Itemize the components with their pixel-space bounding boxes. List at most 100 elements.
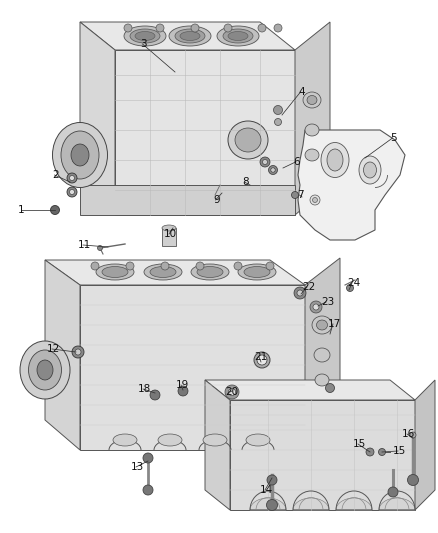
- Circle shape: [143, 485, 153, 495]
- Text: 3: 3: [140, 39, 147, 49]
- Circle shape: [310, 195, 320, 205]
- Circle shape: [75, 349, 81, 355]
- Text: 18: 18: [138, 384, 151, 394]
- Circle shape: [274, 24, 282, 32]
- Circle shape: [266, 499, 278, 511]
- Ellipse shape: [228, 121, 268, 159]
- Text: 2: 2: [52, 170, 59, 180]
- Ellipse shape: [364, 162, 377, 178]
- Ellipse shape: [203, 434, 227, 446]
- Polygon shape: [80, 22, 295, 50]
- Text: 13: 13: [131, 462, 144, 472]
- Ellipse shape: [130, 29, 160, 43]
- Polygon shape: [80, 22, 115, 215]
- Ellipse shape: [113, 434, 137, 446]
- Ellipse shape: [303, 92, 321, 108]
- Text: 11: 11: [78, 240, 91, 250]
- Text: 23: 23: [321, 297, 334, 307]
- Circle shape: [312, 198, 318, 203]
- Text: 12: 12: [47, 344, 60, 354]
- Circle shape: [275, 118, 282, 125]
- Ellipse shape: [244, 266, 270, 278]
- Circle shape: [266, 262, 274, 270]
- Ellipse shape: [238, 264, 276, 280]
- Ellipse shape: [169, 26, 211, 46]
- Ellipse shape: [228, 31, 248, 41]
- Circle shape: [257, 355, 267, 365]
- Polygon shape: [298, 130, 405, 240]
- Polygon shape: [45, 260, 305, 285]
- Polygon shape: [293, 498, 329, 510]
- Circle shape: [313, 304, 319, 310]
- Text: 15: 15: [393, 446, 406, 456]
- Circle shape: [225, 385, 239, 399]
- Ellipse shape: [102, 266, 128, 278]
- Circle shape: [268, 166, 278, 174]
- Circle shape: [70, 175, 74, 181]
- Circle shape: [229, 389, 236, 395]
- Circle shape: [325, 384, 335, 392]
- Ellipse shape: [37, 360, 53, 380]
- Text: 21: 21: [254, 352, 267, 362]
- Circle shape: [161, 262, 169, 270]
- Ellipse shape: [135, 31, 155, 41]
- Circle shape: [297, 290, 303, 296]
- Text: 5: 5: [390, 133, 397, 143]
- Ellipse shape: [144, 264, 182, 280]
- Circle shape: [72, 346, 84, 358]
- Ellipse shape: [61, 131, 99, 179]
- Circle shape: [262, 159, 268, 165]
- Text: 4: 4: [298, 87, 304, 97]
- Polygon shape: [80, 185, 295, 215]
- Ellipse shape: [314, 348, 330, 362]
- Ellipse shape: [191, 264, 229, 280]
- Circle shape: [150, 390, 160, 400]
- Circle shape: [260, 157, 270, 167]
- Ellipse shape: [217, 26, 259, 46]
- Circle shape: [294, 287, 306, 299]
- Circle shape: [258, 24, 266, 32]
- Circle shape: [346, 285, 353, 292]
- Text: 14: 14: [260, 485, 273, 495]
- Circle shape: [310, 301, 322, 313]
- Ellipse shape: [180, 31, 200, 41]
- Ellipse shape: [158, 434, 182, 446]
- Circle shape: [178, 386, 188, 396]
- Circle shape: [124, 24, 132, 32]
- Circle shape: [91, 262, 99, 270]
- Ellipse shape: [28, 350, 61, 390]
- Polygon shape: [305, 258, 340, 450]
- Polygon shape: [115, 50, 295, 215]
- Ellipse shape: [315, 374, 329, 386]
- Ellipse shape: [53, 123, 107, 188]
- Text: 19: 19: [176, 380, 189, 390]
- Polygon shape: [336, 498, 372, 510]
- Circle shape: [98, 246, 102, 251]
- Text: 15: 15: [353, 439, 366, 449]
- Ellipse shape: [307, 95, 317, 104]
- Text: 1: 1: [18, 205, 25, 215]
- Ellipse shape: [305, 124, 319, 136]
- Circle shape: [254, 352, 270, 368]
- Ellipse shape: [162, 225, 176, 231]
- Polygon shape: [45, 260, 80, 450]
- Text: 7: 7: [297, 190, 304, 200]
- Ellipse shape: [312, 316, 332, 334]
- Ellipse shape: [327, 149, 343, 171]
- Ellipse shape: [305, 149, 319, 161]
- Circle shape: [156, 24, 164, 32]
- Circle shape: [271, 168, 275, 172]
- Circle shape: [191, 24, 199, 32]
- Text: 16: 16: [402, 429, 415, 439]
- Ellipse shape: [124, 26, 166, 46]
- Circle shape: [292, 191, 299, 198]
- Circle shape: [70, 190, 74, 195]
- Circle shape: [224, 24, 232, 32]
- Text: 20: 20: [225, 387, 238, 397]
- Text: 10: 10: [164, 229, 177, 239]
- Circle shape: [126, 262, 134, 270]
- Circle shape: [378, 448, 385, 456]
- Text: 8: 8: [242, 177, 249, 187]
- Text: 17: 17: [328, 319, 341, 329]
- Circle shape: [267, 475, 277, 485]
